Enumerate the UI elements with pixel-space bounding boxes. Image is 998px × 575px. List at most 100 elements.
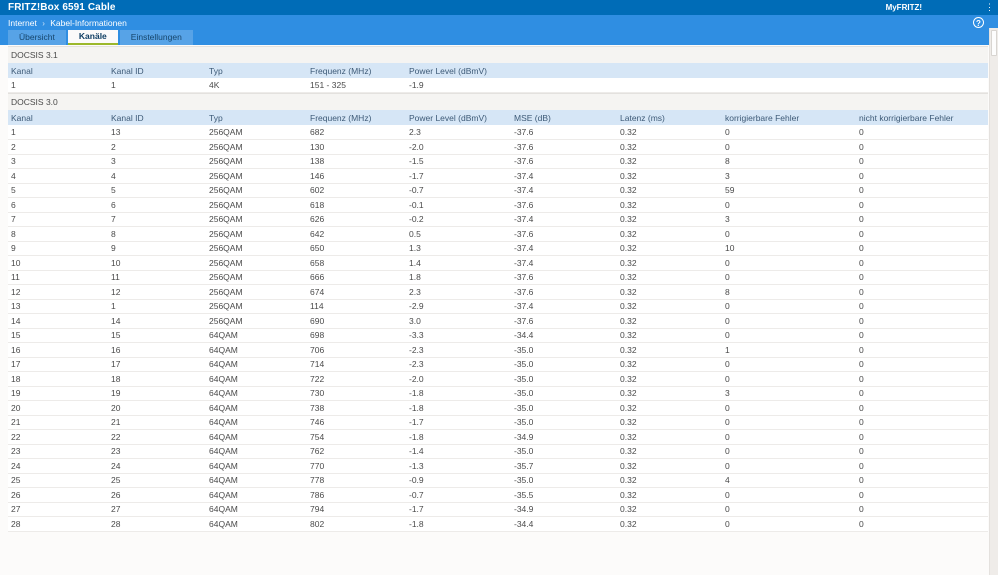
cell: 16 xyxy=(108,343,206,358)
cell: 0 xyxy=(856,386,988,401)
table-row: 1414256QAM6903.0-37.60.3200 xyxy=(8,314,988,329)
column-header-power-level: Power Level (dBmV) xyxy=(406,63,511,78)
cell: 0 xyxy=(722,372,856,387)
table-row: 242464QAM770-1.3-35.70.3200 xyxy=(8,459,988,474)
cell: -37.4 xyxy=(511,299,617,314)
cell: 1 xyxy=(8,78,108,93)
cell: 8 xyxy=(8,227,108,242)
table-row: 88256QAM6420.5-37.60.3200 xyxy=(8,227,988,242)
cell: 0.32 xyxy=(617,270,722,285)
cell: 0 xyxy=(856,314,988,329)
cell: 28 xyxy=(108,517,206,532)
cell: 64QAM xyxy=(206,473,307,488)
cell: 256QAM xyxy=(206,154,307,169)
cell: 3 xyxy=(722,169,856,184)
cell: -37.4 xyxy=(511,183,617,198)
cell: 0.32 xyxy=(617,473,722,488)
scrollbar-thumb[interactable] xyxy=(991,30,997,56)
navigation-bar: Internet › Kabel-Informationen Übersicht… xyxy=(0,15,998,45)
cell: 0 xyxy=(856,140,988,155)
main-content: DOCSIS 3.1 Kanal Kanal ID Typ Frequenz (… xyxy=(0,45,989,575)
cell: 146 xyxy=(307,169,406,184)
top-bar: FRITZ!Box 6591 Cable MyFRITZ! ⋮ xyxy=(0,0,998,15)
cell: 23 xyxy=(108,444,206,459)
cell: 3 xyxy=(722,212,856,227)
cell: 722 xyxy=(307,372,406,387)
cell: 13 xyxy=(108,125,206,140)
cell: 6 xyxy=(108,198,206,213)
cell: 714 xyxy=(307,357,406,372)
tab-kanaele[interactable]: Kanäle xyxy=(68,30,118,45)
cell: 17 xyxy=(108,357,206,372)
table-row: 114K151 - 325-1.9 xyxy=(8,78,988,93)
section-title-docsis30: DOCSIS 3.0 xyxy=(8,93,988,110)
cell: 64QAM xyxy=(206,430,307,445)
cell: 738 xyxy=(307,401,406,416)
cell: 762 xyxy=(307,444,406,459)
cell: -37.4 xyxy=(511,256,617,271)
section-title-docsis31: DOCSIS 3.1 xyxy=(8,46,988,63)
cell: 754 xyxy=(307,430,406,445)
cell: -35.0 xyxy=(511,473,617,488)
cell: 0 xyxy=(722,328,856,343)
cell: 7 xyxy=(8,212,108,227)
table-row: 1010256QAM6581.4-37.40.3200 xyxy=(8,256,988,271)
cell: 0.32 xyxy=(617,415,722,430)
cell: -35.0 xyxy=(511,357,617,372)
cell: 602 xyxy=(307,183,406,198)
cell: 21 xyxy=(108,415,206,430)
cell: 0 xyxy=(722,270,856,285)
cell: 64QAM xyxy=(206,444,307,459)
table-row: 113256QAM6822.3-37.60.3200 xyxy=(8,125,988,140)
cell: -34.9 xyxy=(511,430,617,445)
table-row: 99256QAM6501.3-37.40.32100 xyxy=(8,241,988,256)
cell: 0.32 xyxy=(617,386,722,401)
cell: 20 xyxy=(8,401,108,416)
cell: -34.4 xyxy=(511,328,617,343)
cell: 0 xyxy=(722,430,856,445)
cell: 0.32 xyxy=(617,444,722,459)
cell: 19 xyxy=(8,386,108,401)
cell: 618 xyxy=(307,198,406,213)
cell: -35.5 xyxy=(511,488,617,503)
breadcrumb-internet[interactable]: Internet xyxy=(8,18,37,28)
cell: 256QAM xyxy=(206,227,307,242)
cell: 1.3 xyxy=(406,241,511,256)
cell: -1.5 xyxy=(406,154,511,169)
kebab-menu-icon[interactable]: ⋮ xyxy=(985,0,994,15)
table-row: 55256QAM602-0.7-37.40.32590 xyxy=(8,183,988,198)
cell: 10 xyxy=(108,256,206,271)
cell: 4 xyxy=(108,169,206,184)
column-header-kanal-id: Kanal ID xyxy=(108,63,206,78)
cell: -37.6 xyxy=(511,140,617,155)
cell: 0.32 xyxy=(617,299,722,314)
docsis31-table: Kanal Kanal ID Typ Frequenz (MHz) Power … xyxy=(8,63,988,93)
cell: 0 xyxy=(856,270,988,285)
breadcrumb: Internet › Kabel-Informationen xyxy=(8,15,127,30)
cell: 0 xyxy=(856,328,988,343)
cell: 802 xyxy=(307,517,406,532)
vertical-scrollbar[interactable] xyxy=(989,28,998,575)
cell: 22 xyxy=(8,430,108,445)
help-icon[interactable]: ? xyxy=(973,17,984,28)
cell: 7 xyxy=(108,212,206,227)
cell: 0 xyxy=(722,256,856,271)
cell: 2 xyxy=(108,140,206,155)
cell: 0.32 xyxy=(617,256,722,271)
cell: 786 xyxy=(307,488,406,503)
tab-einstellungen[interactable]: Einstellungen xyxy=(120,30,193,45)
myfritz-link[interactable]: MyFRITZ! xyxy=(886,0,922,15)
cell: 28 xyxy=(8,517,108,532)
cell: 650 xyxy=(307,241,406,256)
column-header-power-level: Power Level (dBmV) xyxy=(406,110,511,125)
tab-uebersicht[interactable]: Übersicht xyxy=(8,30,66,45)
table-row: 66256QAM618-0.1-37.60.3200 xyxy=(8,198,988,213)
column-header-empty xyxy=(617,63,722,78)
cell: 0.32 xyxy=(617,154,722,169)
cell: 0 xyxy=(722,401,856,416)
cell: -0.7 xyxy=(406,488,511,503)
cell: 0 xyxy=(722,299,856,314)
column-header-typ: Typ xyxy=(206,110,307,125)
cell: 0 xyxy=(856,502,988,517)
cell: 770 xyxy=(307,459,406,474)
